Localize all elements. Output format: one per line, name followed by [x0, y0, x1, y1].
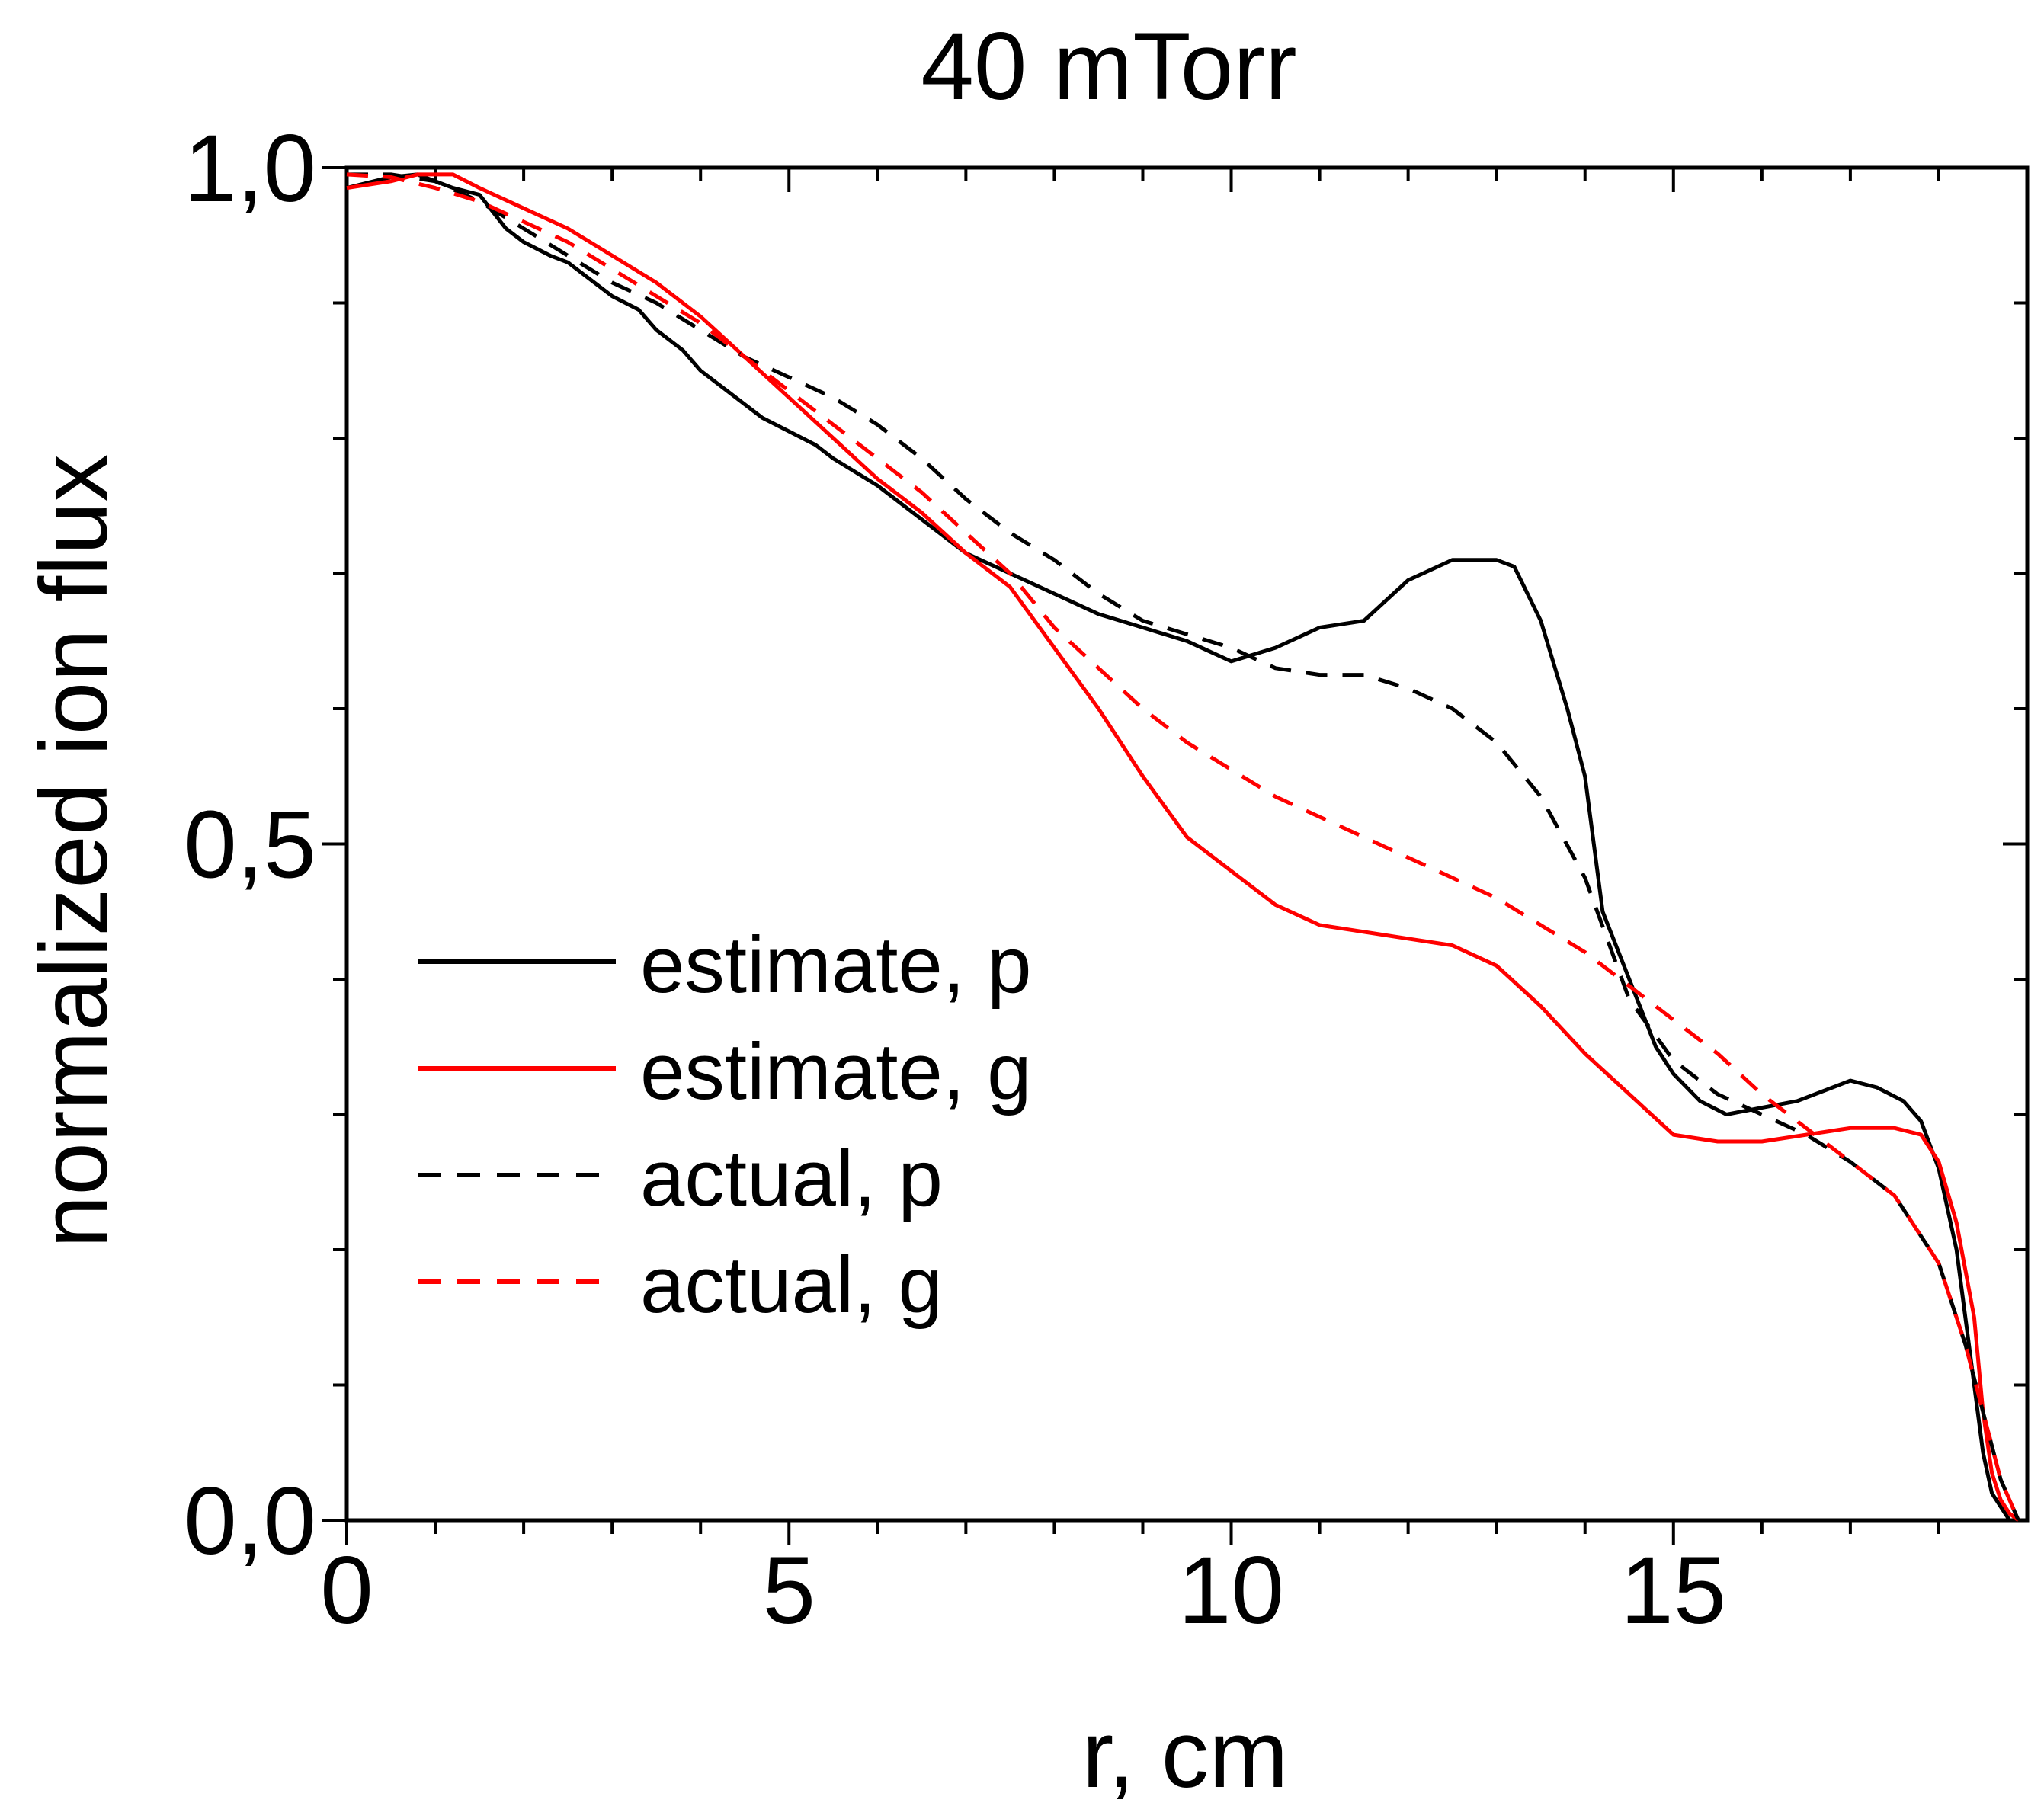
data-series [346, 172, 2020, 1523]
legend-label: actual, g [640, 1241, 943, 1330]
x-tick-label: 5 [762, 1538, 815, 1644]
y-tick-label: 1,0 [184, 116, 316, 222]
legend-label: estimate, g [640, 1027, 1032, 1116]
axis-tick-labels: 0 5 10 15 0,0 0,5 1,0 [184, 116, 1726, 1644]
series-line-actual-p [347, 172, 2020, 1521]
series-line-actual-g [346, 172, 2020, 1521]
y-tick-label: 0,0 [184, 1468, 316, 1574]
y-axis-label: normalized ion flux [21, 454, 127, 1248]
y-tick-label: 0,5 [184, 793, 316, 898]
legend: estimate, p estimate, g actual, p actual, g [418, 921, 1032, 1330]
plot-frame [344, 165, 2030, 1523]
series-line-estimate-g [346, 172, 2020, 1522]
x-tick-label: 10 [1178, 1538, 1284, 1644]
x-axis-label: r, cm [1082, 1702, 1289, 1806]
legend-label: actual, p [640, 1134, 943, 1223]
x-tick-label: 0 [320, 1538, 373, 1644]
x-tick-label: 15 [1620, 1538, 1726, 1644]
series-line-estimate-p [346, 172, 2019, 1523]
axis-ticks [322, 166, 2027, 1545]
legend-label: estimate, p [640, 921, 1032, 1010]
chart-title: 40 mTorr [921, 14, 1296, 120]
